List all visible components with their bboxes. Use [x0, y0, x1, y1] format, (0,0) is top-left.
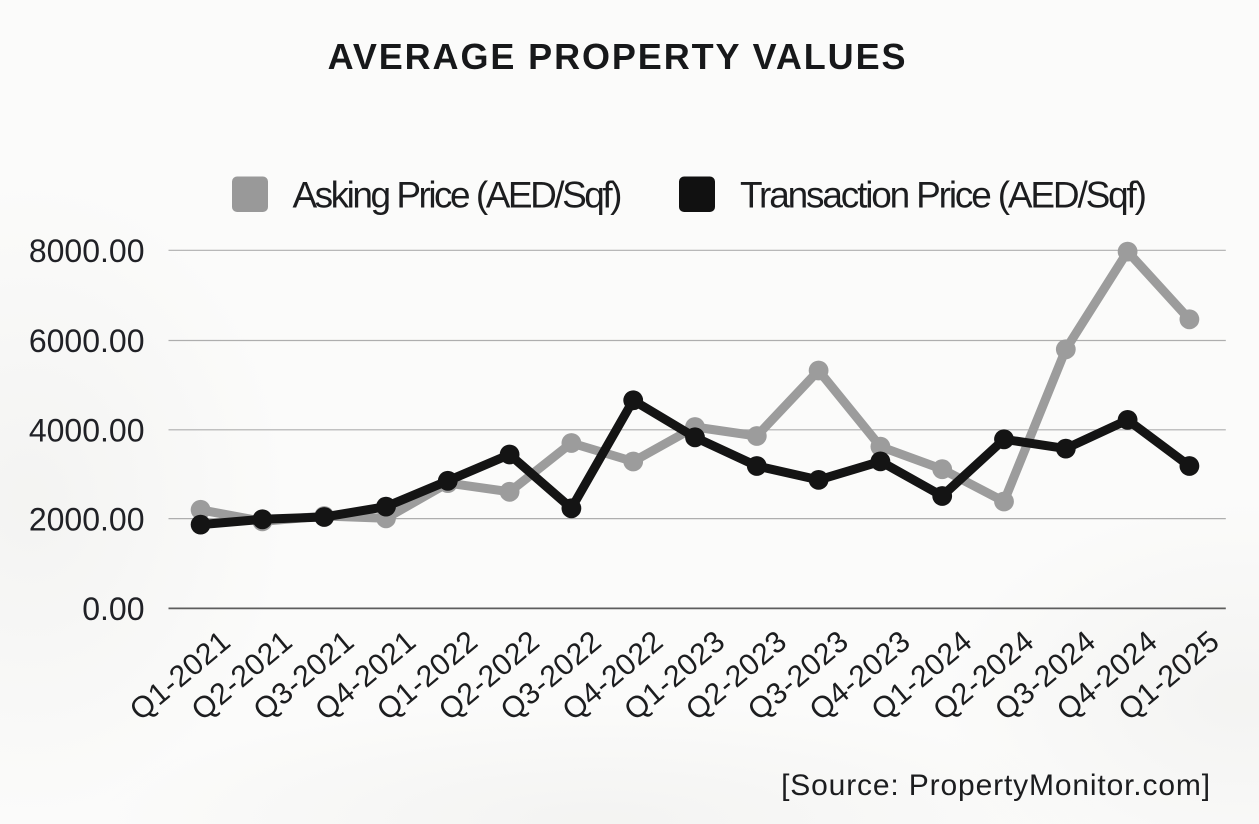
- svg-text:6000.00: 6000.00: [29, 323, 145, 359]
- svg-text:2000.00: 2000.00: [29, 502, 145, 538]
- svg-text:[Source: PropertyMonitor.com]: [Source: PropertyMonitor.com]: [781, 769, 1211, 802]
- svg-text:Asking Price (AED/Sqf): Asking Price (AED/Sqf): [293, 175, 622, 216]
- svg-text:0.00: 0.00: [82, 591, 144, 627]
- svg-text:Transaction Price (AED/Sqf): Transaction Price (AED/Sqf): [740, 175, 1146, 216]
- svg-text:AVERAGE PROPERTY VALUES: AVERAGE PROPERTY VALUES: [328, 36, 908, 77]
- svg-text:8000.00: 8000.00: [29, 233, 145, 269]
- svg-text:4000.00: 4000.00: [29, 413, 145, 449]
